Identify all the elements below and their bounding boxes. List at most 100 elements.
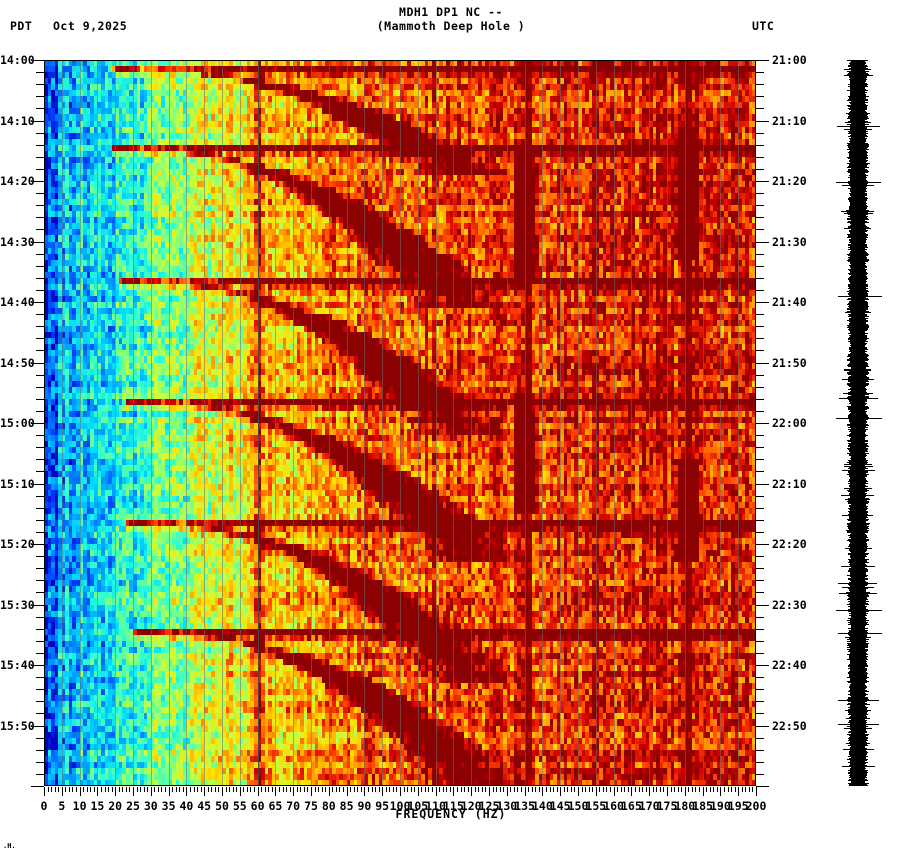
tick-minor-right [756, 774, 764, 775]
tick-minor-x [432, 787, 433, 792]
tick-minor-left [36, 580, 44, 581]
tick-minor-x [461, 787, 462, 792]
tick-minor-right [756, 520, 764, 521]
frequency-label: 55 [232, 799, 247, 813]
tick-minor-x [154, 787, 155, 792]
tick-minor-x [407, 787, 408, 792]
tick-major-x [80, 787, 81, 796]
time-label-utc: 21:30 [772, 234, 807, 249]
tick-minor-x [226, 787, 227, 792]
tick-minor-x [243, 787, 244, 792]
frequency-label: 120 [460, 799, 482, 813]
tick-minor-x [411, 787, 412, 792]
time-label-utc: 22:30 [772, 597, 807, 612]
frequency-label: 10 [72, 799, 87, 813]
tick-minor-x [90, 787, 91, 792]
tick-minor-left [36, 72, 44, 73]
tick-minor-left [36, 326, 44, 327]
tick-minor-x [72, 787, 73, 792]
tick-minor-left [36, 217, 44, 218]
frequency-label: 75 [304, 799, 318, 813]
tick-minor-x [250, 787, 251, 792]
time-label-utc: 22:50 [772, 718, 807, 733]
date-label: Oct 9,2025 [53, 19, 128, 33]
tick-minor-x [339, 787, 340, 792]
tick-minor-x [457, 787, 458, 792]
station-title: MDH1 DP1 NC -- [399, 5, 503, 19]
tick-minor-x [126, 787, 127, 792]
tick-major-left [31, 60, 44, 61]
tick-minor-x [681, 787, 682, 792]
tick-minor-x [713, 787, 714, 792]
tick-major-x [418, 787, 419, 796]
tick-minor-x [396, 787, 397, 792]
tick-minor-right [756, 556, 764, 557]
tick-minor-right [756, 471, 764, 472]
tick-minor-left [36, 762, 44, 763]
tick-minor-x [663, 787, 664, 792]
frequency-label: 5 [58, 799, 66, 813]
frequency-label: 150 [567, 799, 589, 813]
frequency-label: 165 [621, 799, 642, 813]
tick-minor-x [589, 787, 590, 792]
spectrogram-plot[interactable] [44, 60, 756, 786]
tick-minor-left [36, 677, 44, 678]
tick-minor-left [36, 108, 44, 109]
tick-minor-x [564, 787, 565, 792]
header-bar: PDT Oct 9,2025 MDH1 DP1 NC -- (Mammoth D… [0, 0, 902, 52]
tick-minor-x [475, 787, 476, 792]
tick-minor-x [414, 787, 415, 792]
tick-minor-x [58, 787, 59, 792]
frequency-label: 200 [745, 799, 767, 813]
frequency-label: 100 [389, 799, 411, 813]
tick-minor-left [36, 774, 44, 775]
tick-major-x [471, 787, 472, 796]
tick-minor-right [756, 72, 764, 73]
tick-minor-right [756, 133, 764, 134]
tick-minor-x [254, 787, 255, 792]
tick-minor-x [297, 787, 298, 792]
tick-minor-x [375, 787, 376, 792]
tick-minor-left [36, 145, 44, 146]
tick-minor-left [36, 508, 44, 509]
time-label-pdt: 15:30 [0, 597, 35, 612]
tick-minor-x [699, 787, 700, 792]
tick-minor-right [756, 266, 764, 267]
tick-minor-x [48, 787, 49, 792]
tick-major-x [400, 787, 401, 796]
time-label-utc: 21:10 [772, 113, 807, 128]
tick-minor-x [574, 787, 575, 792]
tick-minor-x [546, 787, 547, 792]
tick-minor-x [532, 787, 533, 792]
frequency-label: 30 [143, 799, 158, 813]
tick-major-x [720, 787, 721, 796]
corner-artifact-mark: .H. [3, 842, 16, 850]
tick-minor-x [606, 787, 607, 792]
tick-minor-right [756, 399, 764, 400]
time-label-utc: 21:00 [772, 53, 807, 67]
time-label-utc: 21:50 [772, 355, 807, 370]
tick-minor-right [756, 350, 764, 351]
tick-minor-x [706, 787, 707, 792]
tick-minor-x [65, 787, 66, 792]
frequency-label: 175 [656, 799, 678, 813]
tick-minor-left [36, 278, 44, 279]
frequency-label: 160 [603, 799, 624, 813]
tick-major-x [364, 787, 365, 796]
tick-minor-x [528, 787, 529, 792]
tick-minor-x [343, 787, 344, 792]
tick-minor-x [233, 787, 234, 792]
tick-minor-x [749, 787, 750, 792]
tick-minor-x [144, 787, 145, 792]
tick-minor-x [147, 787, 148, 792]
tick-minor-right [756, 217, 764, 218]
tick-minor-x [582, 787, 583, 792]
tick-minor-right [756, 205, 764, 206]
tick-major-left [31, 121, 44, 122]
frequency-label: 135 [514, 799, 535, 813]
tick-minor-x [122, 787, 123, 792]
frequency-label: 0 [40, 799, 48, 813]
tick-minor-left [36, 229, 44, 230]
spectrogram-canvas[interactable] [44, 60, 756, 786]
tick-minor-x [183, 787, 184, 792]
